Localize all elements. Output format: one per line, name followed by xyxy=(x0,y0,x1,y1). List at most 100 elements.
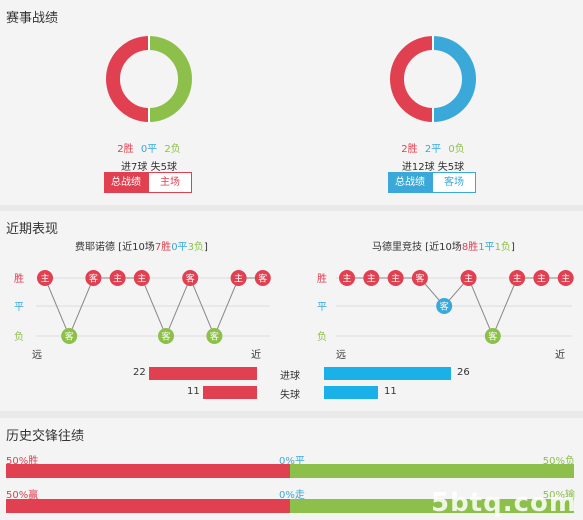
history-handicap-win-segment xyxy=(6,499,290,513)
history-handicap-push-label: 0%走 xyxy=(279,490,305,501)
left-match-point xyxy=(158,328,174,344)
left-match-point xyxy=(133,270,150,286)
history-handicap-bar xyxy=(6,499,574,513)
left-far-label: 远 xyxy=(32,349,42,361)
left-match-venue-label: 主 xyxy=(40,273,49,285)
right-match-venue-label: 主 xyxy=(513,273,522,285)
right-match-venue-label: 主 xyxy=(561,273,570,285)
left-match-point xyxy=(85,270,102,286)
history-result-bar xyxy=(6,464,574,478)
right-match-venue-label: 主 xyxy=(342,273,351,285)
history-win-segment xyxy=(6,464,290,478)
right-axis-label: 负 xyxy=(317,330,327,343)
right-recent-wins: 8胜 xyxy=(461,242,479,253)
right-near-label: 近 xyxy=(555,348,565,361)
left-match-venue-label: 主 xyxy=(113,273,122,285)
left-match-venue-label: 客 xyxy=(186,273,195,285)
right-match-venue-label: 主 xyxy=(391,273,400,285)
left-match-venue-label: 主 xyxy=(137,273,146,285)
history-panel: 历史交锋往绩 50%胜 0%平 50%负 50%赢 0%走 50%输 5btq.… xyxy=(0,418,583,520)
left-recent-losses: 3负 xyxy=(187,242,204,253)
left-donut-win-slice xyxy=(106,36,150,122)
right-scored-bar xyxy=(324,367,451,380)
left-recent-title: 费耶诺德 [近10场7胜0平3负] xyxy=(75,238,208,253)
left-match-venue-label: 客 xyxy=(258,273,267,285)
history-handicap-win-label: 50%赢 xyxy=(6,490,39,501)
left-tab-home[interactable]: 主场 xyxy=(148,172,192,193)
left-axis-label: 平 xyxy=(14,302,24,313)
right-draw-count: 2平 xyxy=(424,144,442,155)
right-scored-number: 26 xyxy=(457,367,470,378)
right-win-count: 2胜 xyxy=(401,144,418,155)
right-record-stats: 2胜 2平 0负 进12球 失5球 xyxy=(373,140,493,173)
right-axis-label: 胜 xyxy=(317,273,327,285)
right-match-venue-label: 客 xyxy=(488,331,497,343)
left-recent-wins: 7胜 xyxy=(154,242,172,253)
right-match-venue-label: 主 xyxy=(367,273,376,285)
left-conceded-bar xyxy=(203,386,257,399)
left-match-venue-label: 主 xyxy=(234,273,243,285)
left-goals-line: 进7球 失5球 xyxy=(121,162,177,173)
right-loss-count: 0负 xyxy=(448,144,465,155)
left-scored-number: 22 xyxy=(133,367,146,378)
right-match-point xyxy=(509,270,526,286)
left-scored-bar xyxy=(149,367,257,380)
right-donut-draw-slice xyxy=(432,36,476,122)
left-match-point xyxy=(182,270,199,286)
left-match-point xyxy=(206,328,223,344)
right-record-donut xyxy=(390,36,476,122)
left-near-label: 近 xyxy=(251,348,261,361)
recent-form-charts: 胜平负远 近主客客主主客客客主客胜平负远 近主主主客客主客主主主 xyxy=(14,270,574,361)
left-axis-label: 胜 xyxy=(14,273,24,285)
right-recent-team: 马德里竞技 [近10场 xyxy=(372,242,462,253)
left-recent-draws: 0平 xyxy=(171,242,188,253)
right-match-venue-label: 客 xyxy=(440,301,449,313)
record-section-title: 赛事战绩 xyxy=(6,11,59,26)
right-match-point xyxy=(557,270,574,286)
left-win-count: 2胜 xyxy=(117,144,134,155)
right-axis-label: 平 xyxy=(317,302,327,313)
left-match-point xyxy=(61,328,78,344)
history-win-label: 50%胜 xyxy=(6,456,39,467)
right-recent-bracket: ] xyxy=(510,242,515,253)
history-loss-label: 50%负 xyxy=(542,456,575,467)
left-match-point xyxy=(254,270,271,286)
history-draw-label: 0%平 xyxy=(279,456,305,467)
left-conceded-number: 11 xyxy=(187,386,200,397)
right-tab-total[interactable]: 总战绩 xyxy=(388,172,432,193)
left-match-point xyxy=(109,270,126,286)
history-handicap-loss-segment xyxy=(290,499,574,513)
left-match-venue-label: 客 xyxy=(65,331,74,343)
left-match-venue-label: 客 xyxy=(210,331,219,343)
right-donut-win-slice xyxy=(390,36,434,122)
right-record-tabs: 总战绩 客场 xyxy=(388,172,476,193)
left-match-venue-label: 客 xyxy=(89,273,98,285)
right-match-venue-label: 主 xyxy=(464,273,473,285)
right-conceded-bar xyxy=(324,386,378,399)
left-record-tabs: 总战绩 主场 xyxy=(104,172,192,193)
right-far-label: 远 xyxy=(336,349,346,361)
right-match-point xyxy=(460,270,477,286)
right-recent-title: 马德里竞技 [近10场8胜1平1负] xyxy=(372,238,515,253)
right-match-point xyxy=(411,270,428,286)
right-match-venue-label: 客 xyxy=(415,273,424,285)
right-match-point xyxy=(339,270,355,286)
left-loss-count: 2负 xyxy=(164,144,181,155)
right-match-venue-label: 主 xyxy=(537,273,546,285)
right-recent-draws: 1平 xyxy=(478,242,495,253)
history-section-title: 历史交锋往绩 xyxy=(6,429,85,444)
conceded-label: 失球 xyxy=(280,390,300,401)
right-match-point xyxy=(363,270,380,286)
left-match-venue-label: 客 xyxy=(161,331,170,343)
left-donut-loss-slice xyxy=(148,36,192,122)
right-tab-away[interactable]: 客场 xyxy=(432,172,476,193)
left-tab-total[interactable]: 总战绩 xyxy=(104,172,148,193)
recent-section-title: 近期表现 xyxy=(6,222,59,237)
left-match-point xyxy=(230,270,247,286)
left-form-line xyxy=(44,276,263,338)
right-goals-line: 进12球 失5球 xyxy=(401,162,465,173)
left-recent-bracket: ] xyxy=(203,242,208,253)
right-conceded-number: 11 xyxy=(384,386,397,397)
history-handicap-loss-label: 50%输 xyxy=(542,490,575,501)
left-record-donut xyxy=(106,36,192,122)
